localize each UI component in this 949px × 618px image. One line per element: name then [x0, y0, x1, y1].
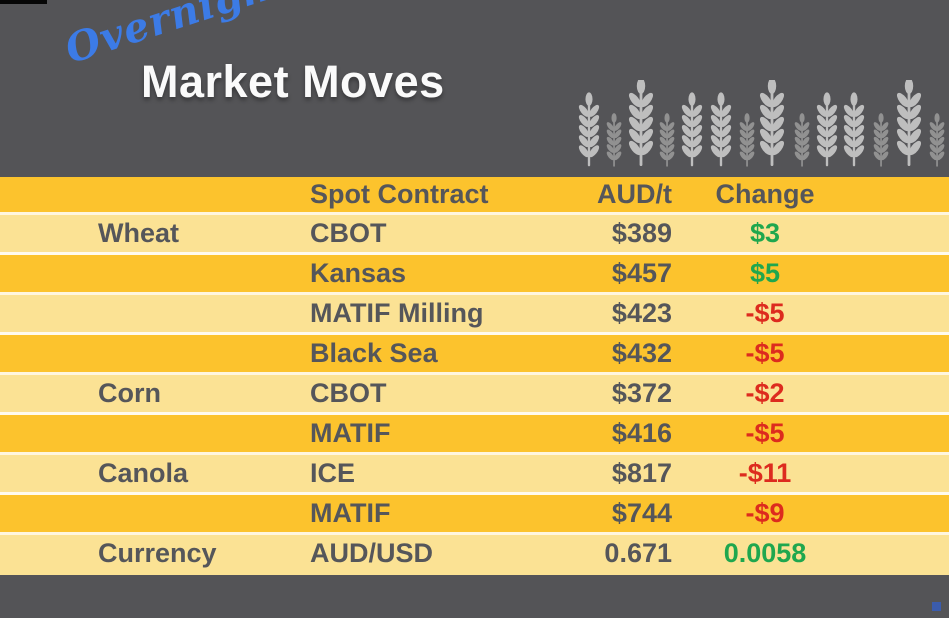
change-cell: -$5 — [745, 338, 785, 368]
contract-cell: MATIF Milling — [310, 298, 484, 328]
footer-logo-mark — [932, 602, 941, 611]
wheat-ear-icon — [757, 80, 787, 166]
change-cell: 0.0058 — [723, 538, 807, 568]
category-cell: Currency — [98, 538, 217, 568]
col-header-change: Change — [715, 179, 815, 209]
table-row: Canola ICE $817 -$11 — [0, 455, 949, 495]
page-title: Market Moves — [141, 56, 445, 107]
wheat-ear-icon — [872, 113, 890, 167]
price-cell: $389 — [611, 218, 672, 248]
wheat-ear-icon — [658, 113, 676, 167]
wheat-ear-icon — [815, 92, 839, 167]
contract-cell: ICE — [310, 458, 356, 488]
change-cell: -$9 — [745, 498, 785, 528]
change-cell: -$2 — [745, 378, 785, 408]
table-row: Kansas $457 $5 — [0, 255, 949, 295]
top-left-notch — [0, 0, 47, 4]
change-cell: $5 — [749, 258, 781, 288]
hero-header: Overnight Market Moves — [0, 0, 949, 177]
price-cell: $423 — [611, 298, 672, 328]
wheat-ear-icon — [605, 113, 623, 167]
table-row: Currency AUD/USD 0.671 0.0058 — [0, 535, 949, 575]
wheat-ear-icon — [894, 80, 924, 166]
wheat-ear-icon — [680, 92, 704, 167]
wheat-ear-icon — [928, 113, 946, 167]
contract-cell: MATIF — [310, 498, 391, 528]
category-cell — [0, 255, 310, 292]
category-cell — [0, 295, 310, 332]
contract-cell: Kansas — [310, 258, 407, 288]
wheat-ear-icon — [793, 113, 811, 167]
table-header-row: Spot Contract AUD/t Change — [0, 177, 949, 215]
category-cell: Canola — [98, 458, 189, 488]
price-cell: $817 — [611, 458, 672, 488]
table-row: MATIF $744 -$9 — [0, 495, 949, 535]
change-cell: -$5 — [745, 418, 785, 448]
category-cell: Corn — [98, 378, 161, 408]
category-cell — [0, 415, 310, 452]
col-header-category — [0, 177, 310, 212]
col-header-spot-contract: Spot Contract — [310, 179, 489, 209]
col-header-aud-t: AUD/t — [597, 179, 672, 209]
price-cell: $457 — [611, 258, 672, 288]
change-cell: -$5 — [745, 298, 785, 328]
category-cell — [0, 335, 310, 372]
wheat-ear-icon — [738, 113, 756, 167]
table-row: Wheat CBOT $389 $3 — [0, 215, 949, 255]
change-cell: -$11 — [738, 458, 792, 488]
table-row: MATIF Milling $423 -$5 — [0, 295, 949, 335]
table-row: Corn CBOT $372 -$2 — [0, 375, 949, 415]
table-row: MATIF $416 -$5 — [0, 415, 949, 455]
wheat-ear-icon — [842, 92, 866, 167]
category-cell — [0, 495, 310, 532]
change-cell: $3 — [749, 218, 781, 248]
wheat-ears-decoration — [577, 80, 946, 167]
contract-cell: MATIF — [310, 418, 391, 448]
contract-cell: CBOT — [310, 218, 387, 248]
price-cell: $432 — [611, 338, 672, 368]
category-cell: Wheat — [98, 218, 179, 248]
wheat-ear-icon — [709, 92, 733, 167]
price-cell: $372 — [611, 378, 672, 408]
wheat-ear-icon — [577, 92, 601, 167]
contract-cell: Black Sea — [310, 338, 438, 368]
footer-bar — [0, 575, 949, 618]
table-row: Black Sea $432 -$5 — [0, 335, 949, 375]
market-table: Spot Contract AUD/t Change Wheat CBOT $3… — [0, 177, 949, 575]
price-cell: 0.671 — [604, 538, 672, 568]
wheat-ear-icon — [626, 80, 656, 166]
price-cell: $744 — [611, 498, 672, 528]
price-cell: $416 — [611, 418, 672, 448]
contract-cell: AUD/USD — [310, 538, 434, 568]
contract-cell: CBOT — [310, 378, 387, 408]
